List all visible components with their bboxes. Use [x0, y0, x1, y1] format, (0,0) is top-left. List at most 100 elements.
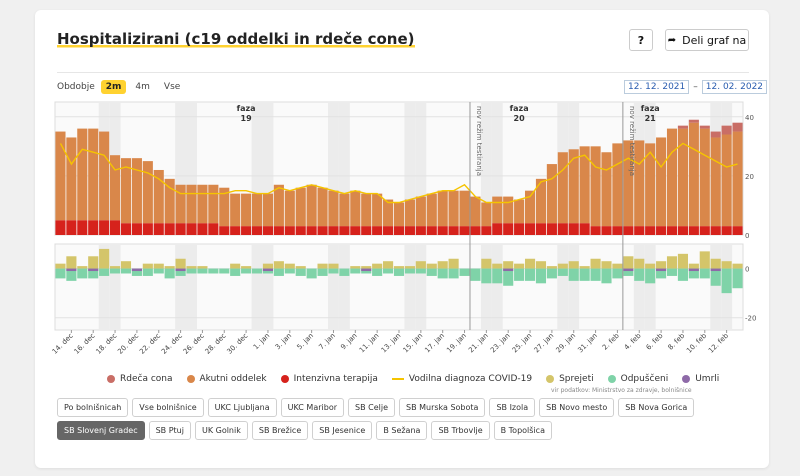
- x-tick-label: 15. jan: [402, 332, 425, 355]
- hospital-button-sb-slovenj-gradec[interactable]: SB Slovenj Gradec: [57, 421, 145, 440]
- header-divider: [57, 72, 749, 73]
- icu-bar: [601, 226, 612, 235]
- icu-bar: [437, 226, 448, 235]
- hospital-button-sb-bre-ice[interactable]: SB Brežice: [251, 421, 309, 440]
- icu-bar: [328, 226, 339, 235]
- acute-bar: [426, 193, 437, 227]
- hospital-button-sb-trbovlje[interactable]: SB Trbovlje: [431, 421, 490, 440]
- hospital-button-sb-novo-mesto[interactable]: SB Novo mesto: [539, 398, 615, 417]
- icu-bar: [415, 226, 426, 235]
- help-button[interactable]: ?: [629, 29, 653, 51]
- hospital-button-vse-bolni-nice[interactable]: Vse bolnišnice: [132, 398, 204, 417]
- acute-bar: [66, 137, 77, 221]
- acute-bar: [699, 128, 710, 227]
- hospital-button-po-bolni-nicah[interactable]: Po bolnišnicah: [57, 398, 129, 417]
- red-zone-bar: [699, 125, 710, 129]
- legend-item-discharged[interactable]: Odpuščeni: [607, 374, 668, 384]
- date-to-input[interactable]: 12. 02. 2022: [701, 80, 768, 94]
- hospital-button-sb-jesenice[interactable]: SB Jesenice: [312, 421, 373, 440]
- x-tick-label: 20. dec: [116, 332, 140, 356]
- acute-bar: [99, 131, 110, 221]
- acute-bar: [721, 134, 732, 227]
- x-tick-label: 4. feb: [623, 331, 643, 351]
- x-tick-label: 29. jan: [554, 332, 577, 355]
- date-from-input[interactable]: 12. 12. 2021: [624, 80, 690, 94]
- weekend-band: [633, 244, 645, 330]
- red-zone-bar: [721, 125, 732, 135]
- legend-item-icu[interactable]: Intenzivna terapija: [280, 374, 378, 384]
- hospital-button-b-topol-ica[interactable]: B Topolšica: [493, 421, 552, 440]
- admitted-bar: [710, 258, 721, 269]
- weekend-band: [338, 102, 350, 235]
- icu-bar: [339, 226, 350, 235]
- icu-bar: [448, 226, 459, 235]
- hospital-button-sb-izola[interactable]: SB Izola: [489, 398, 536, 417]
- hospital-button-sb-celje[interactable]: SB Celje: [348, 398, 395, 417]
- acute-bar: [524, 190, 536, 224]
- discharged-bar: [230, 268, 241, 276]
- legend-item-deaths[interactable]: Umrli: [682, 374, 719, 384]
- legend-label-admitted: Sprejeti: [559, 374, 594, 384]
- x-tick-label: 10. feb: [685, 331, 708, 354]
- deaths-bar: [88, 268, 99, 272]
- admitted-bar: [634, 258, 645, 269]
- x-tick-label: 17. jan: [423, 332, 446, 355]
- admitted-bar: [721, 261, 732, 269]
- legend-item-admitted[interactable]: Sprejeti: [546, 374, 594, 384]
- weekend-band: [480, 102, 492, 235]
- hospital-button-ukc-ljubljana[interactable]: UKC Ljubljana: [207, 398, 277, 417]
- deaths-bar: [361, 268, 372, 272]
- admitted-bar: [383, 261, 394, 269]
- weekend-band: [644, 244, 656, 330]
- acute-bar: [579, 146, 590, 224]
- icu-bar: [470, 226, 481, 235]
- x-tick-label: 26. dec: [182, 332, 206, 356]
- acute-bar: [623, 140, 634, 227]
- icu-bar: [404, 226, 415, 235]
- legend-item-acute[interactable]: Akutni oddelek: [186, 374, 267, 384]
- icu-bar: [656, 226, 667, 235]
- hospital-button-ukc-maribor[interactable]: UKC Maribor: [280, 398, 344, 417]
- discharged-bar: [372, 268, 383, 276]
- discharged-bar: [77, 268, 88, 279]
- hospital-button-sb-nova-gorica[interactable]: SB Nova Gorica: [618, 398, 695, 417]
- weekend-band: [175, 102, 187, 235]
- acute-bar: [677, 128, 688, 227]
- acute-bar: [535, 178, 547, 224]
- icu-bar: [645, 226, 656, 235]
- admitted-bar: [579, 266, 590, 269]
- discharged-bar: [579, 268, 590, 281]
- icu-bar: [164, 223, 175, 235]
- admitted-bar: [66, 256, 77, 269]
- icu-bar: [721, 226, 732, 235]
- icu-bar: [666, 226, 678, 235]
- discharged-bar: [120, 268, 132, 274]
- x-tick-label: 12. feb: [707, 331, 730, 354]
- legend-item-red-zone[interactable]: Rdeča cona: [107, 374, 173, 384]
- hospital-button-uk-golnik[interactable]: UK Golnik: [194, 421, 248, 440]
- admitted-bar: [557, 263, 568, 269]
- icu-bar: [393, 226, 405, 235]
- icu-bar: [732, 226, 743, 235]
- share-button[interactable]: ➦ Deli graf na: [665, 29, 749, 51]
- legend-item-covid-diagnosis[interactable]: Vodilna diagnoza COVID-19: [391, 374, 532, 384]
- admitted-bar: [230, 263, 241, 269]
- discharged-bar: [481, 268, 492, 284]
- discharged-bar: [350, 268, 361, 274]
- admitted-bar: [437, 261, 448, 269]
- admitted-bar: [77, 266, 88, 269]
- period-option-4m[interactable]: 4m: [135, 82, 150, 92]
- acute-bar: [262, 193, 274, 227]
- period-option-all[interactable]: Vse: [163, 82, 181, 92]
- hospital-button-sb-ptuj[interactable]: SB Ptuj: [148, 421, 191, 440]
- hospital-button-sb-murska-sobota[interactable]: SB Murska Sobota: [398, 398, 486, 417]
- acute-bar: [601, 152, 612, 227]
- discharged-bar: [470, 268, 481, 281]
- hospital-button-b-se-ana[interactable]: B Sežana: [376, 421, 428, 440]
- acute-bar: [306, 184, 317, 227]
- weekend-band: [338, 244, 350, 330]
- acute-bar: [219, 187, 230, 227]
- icu-bar: [142, 223, 153, 235]
- period-option-2m[interactable]: 2m: [100, 80, 127, 94]
- discharged-bar: [88, 268, 99, 279]
